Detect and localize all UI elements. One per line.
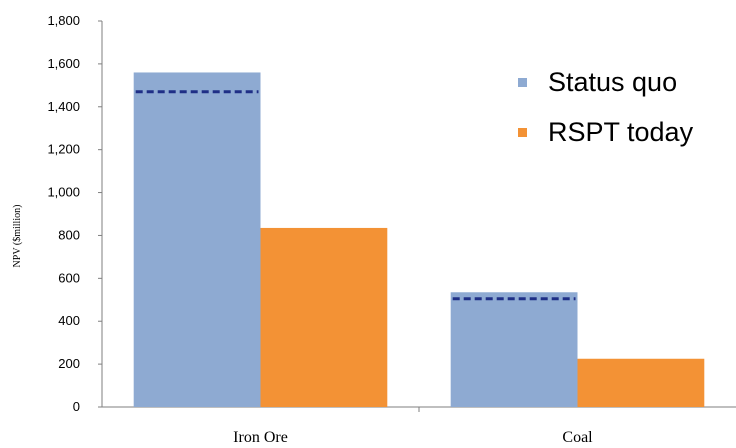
category-label: Iron Ore [233,429,288,446]
y-tick-label: 800 [58,227,80,242]
y-tick-label: 200 [58,356,80,371]
y-tick-label: 1,800 [47,13,80,28]
legend-label: RSPT today [548,117,694,147]
y-axis-label: NPV ($million) [12,205,23,268]
y-tick-label: 600 [58,270,80,285]
y-tick-label: 0 [73,399,80,414]
bar-rspt-today-coal [577,358,705,407]
y-tick-label: 1,000 [47,185,80,200]
bars [133,72,705,407]
bar-status-quo-coal [450,292,578,407]
bar-rspt-today-iron-ore [260,227,388,407]
y-tick-labels: 0 200 400 600 800 1,000 1,200 1,400 1,600 1,800 [47,13,102,414]
legend-label: Status quo [548,67,677,97]
category-labels: Iron Ore Coal [233,429,593,446]
y-tick-label: 1,200 [47,142,80,157]
bar-status-quo-iron-ore [133,72,261,407]
y-tick-label: 1,600 [47,56,80,71]
reference-lines [135,90,576,301]
legend-swatch [518,128,527,137]
legend-swatch [518,78,527,87]
y-tick-label: 1,400 [47,99,80,114]
legend: Status quo RSPT today [518,67,694,147]
y-tick-label: 400 [58,313,80,328]
category-label: Coal [562,429,593,446]
